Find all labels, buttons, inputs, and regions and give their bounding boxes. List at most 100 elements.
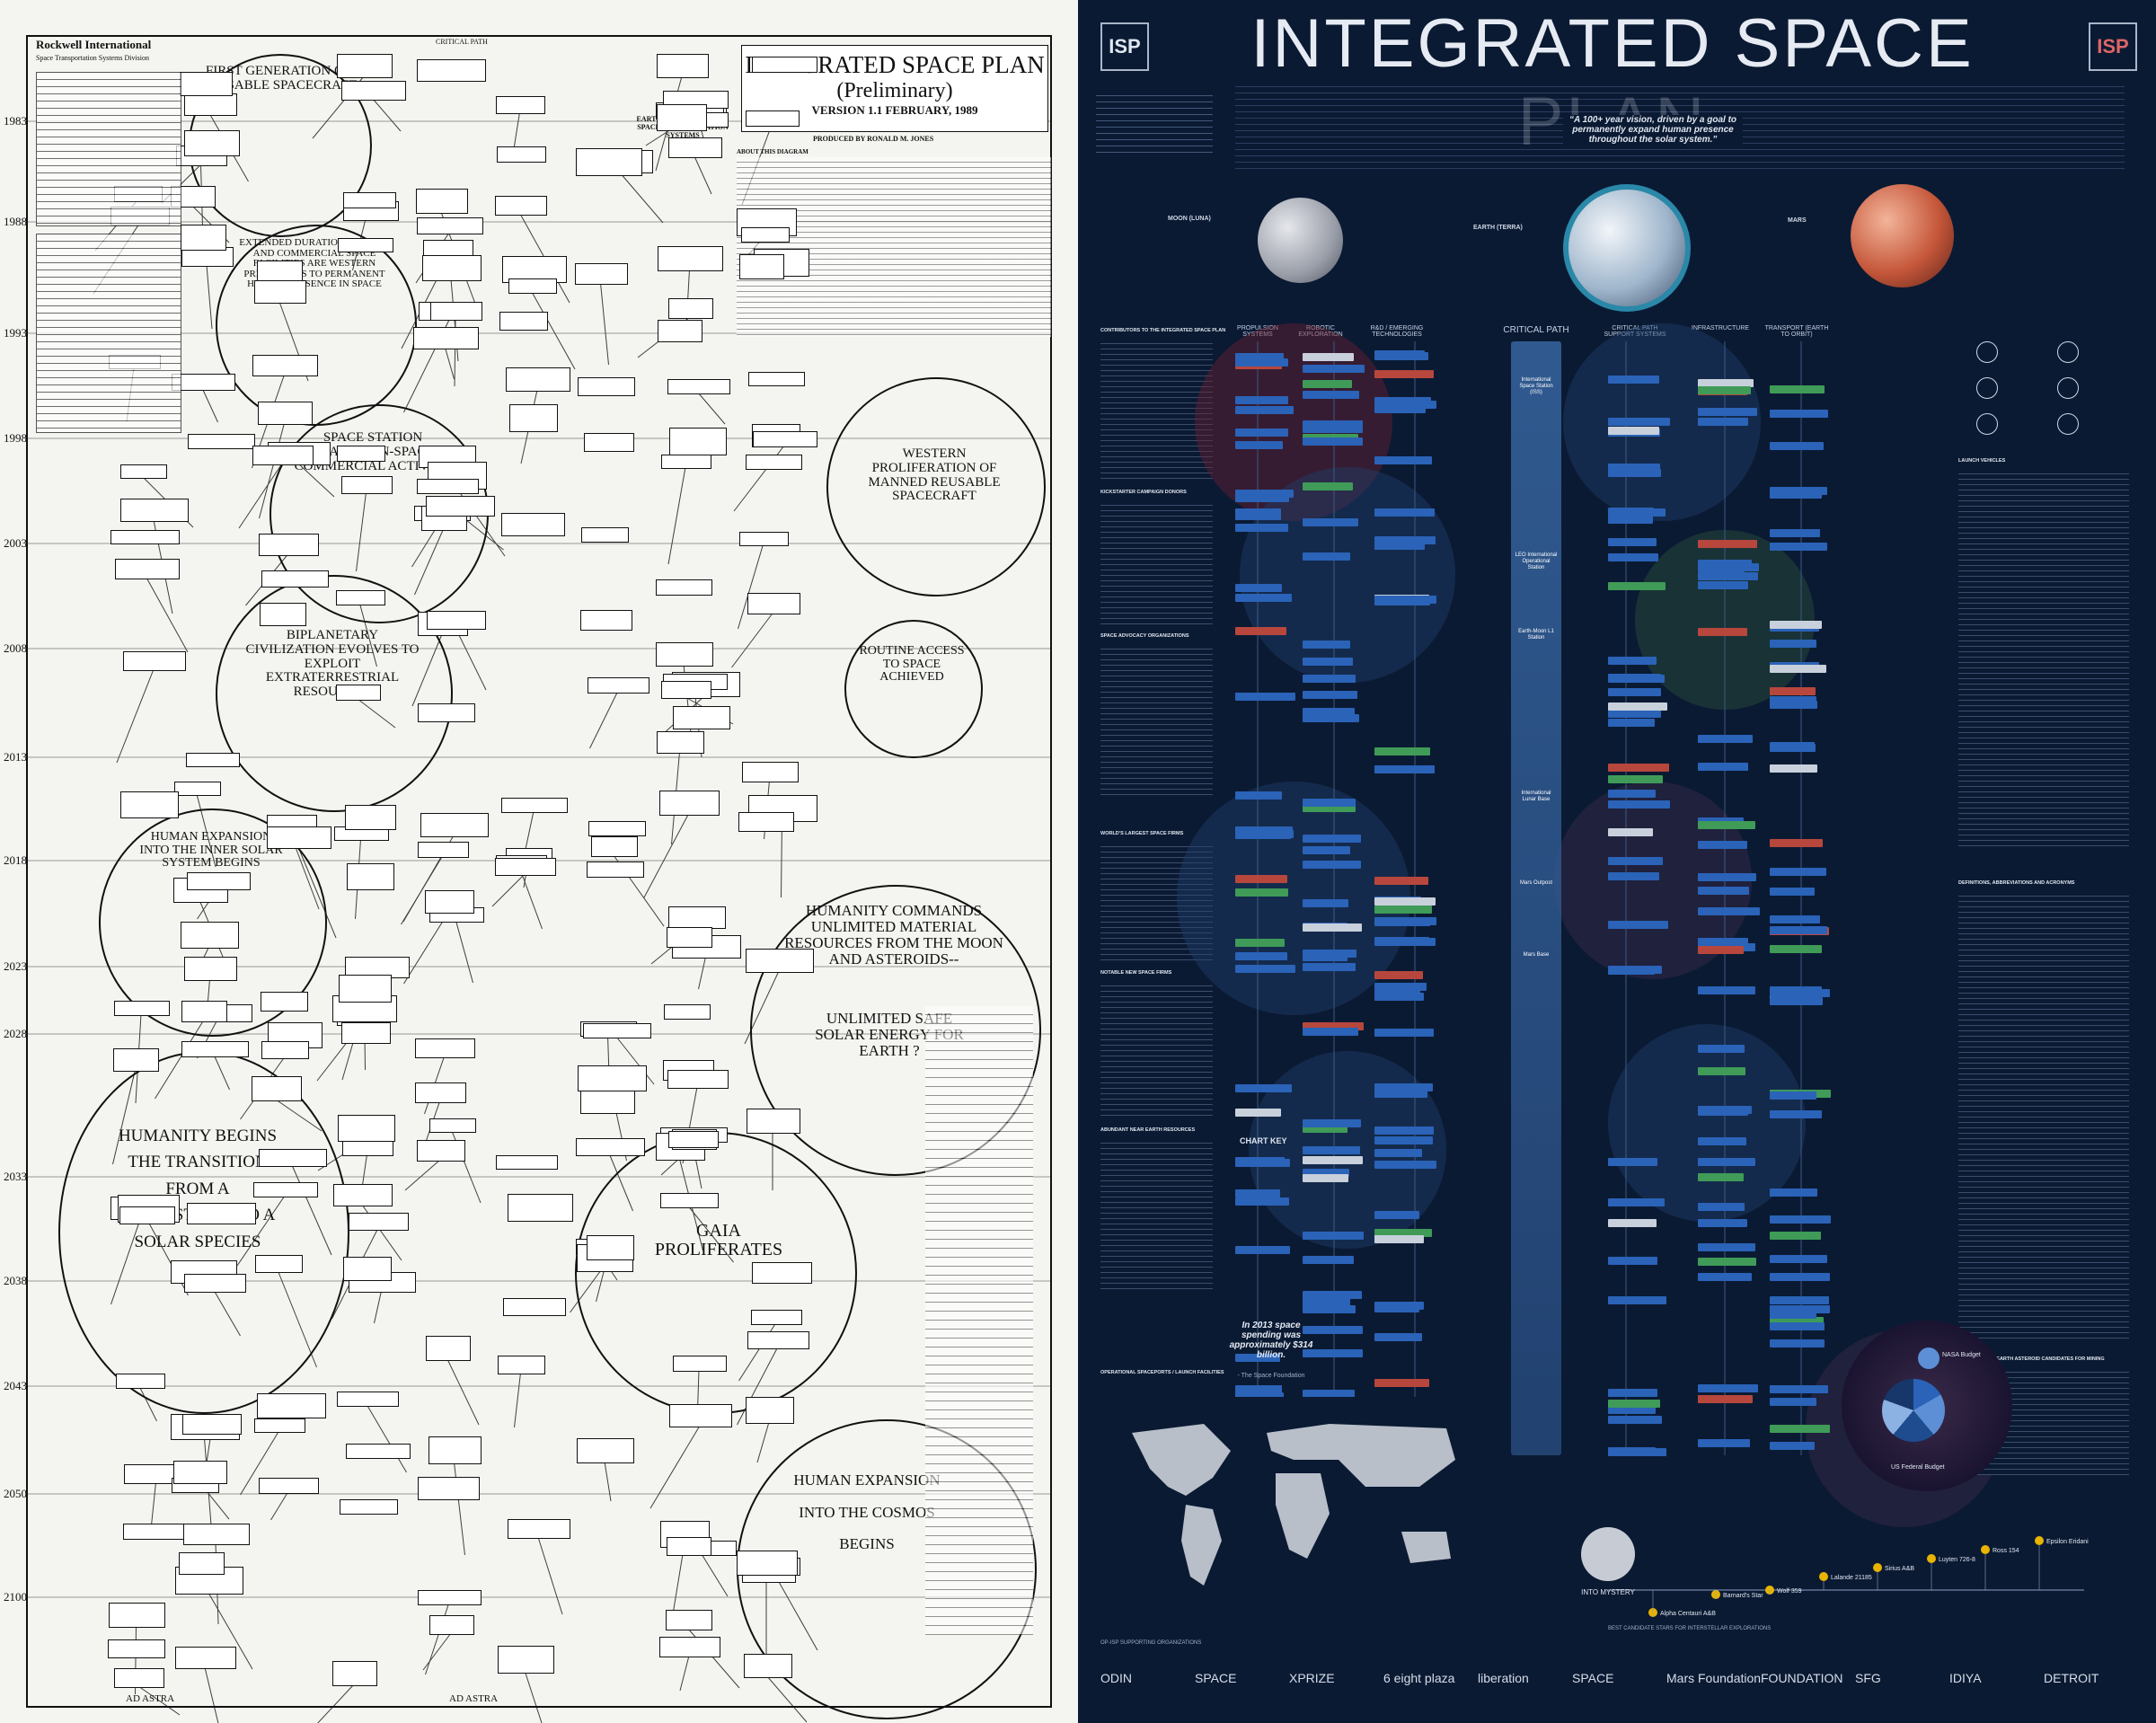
timeline-item bbox=[1235, 1109, 1281, 1117]
timeline-item bbox=[1303, 923, 1362, 932]
timeline-item bbox=[1770, 1273, 1830, 1281]
timeline-item bbox=[1303, 846, 1350, 854]
timeline-item bbox=[1608, 508, 1666, 517]
diagram-node bbox=[337, 446, 385, 462]
diagram-node bbox=[576, 1138, 645, 1156]
milestone-material-resources: HUMANITY COMMANDS UNLIMITED MATERIAL RES… bbox=[784, 902, 1003, 968]
diagram-node bbox=[188, 434, 255, 449]
diagram-node bbox=[503, 1298, 566, 1316]
year-marker: 2050 bbox=[4, 1487, 27, 1500]
diagram-node bbox=[417, 217, 483, 234]
timeline-item bbox=[1303, 1028, 1358, 1036]
timeline-item bbox=[1235, 952, 1287, 960]
timeline-item bbox=[1374, 1333, 1422, 1341]
timeline-item bbox=[1303, 1256, 1354, 1264]
diagram-node bbox=[429, 1118, 476, 1133]
diagram-node bbox=[661, 455, 711, 469]
milestone-western-proliferation: WESTERN PROLIFERATION OF MANNED REUSABLE… bbox=[868, 446, 1001, 504]
diagram-node bbox=[255, 1255, 303, 1273]
sponsor-logo: DETROIT bbox=[2044, 1671, 2099, 1685]
diagram-node bbox=[508, 1194, 573, 1222]
diagram-node bbox=[587, 1235, 634, 1260]
diagram-node bbox=[184, 130, 240, 156]
diagram-node bbox=[668, 906, 726, 929]
timeline-item bbox=[1698, 873, 1756, 881]
timeline-item bbox=[1235, 1385, 1282, 1393]
info-section-list bbox=[1100, 981, 1213, 1120]
timeline-item bbox=[1303, 1298, 1350, 1306]
diagram-node bbox=[341, 476, 393, 494]
timeline-item bbox=[1770, 701, 1817, 709]
milestone-first-generation: FIRST GENERATION OF REUSABLE SPACECRAFT bbox=[199, 64, 358, 93]
moon-label: MOON (LUNA) bbox=[1168, 216, 1211, 222]
info-section-list bbox=[1100, 500, 1213, 626]
timeline-item bbox=[1374, 983, 1427, 991]
timeline-item bbox=[1608, 719, 1655, 727]
critical-path-item: LEO International Operational Station bbox=[1515, 552, 1558, 570]
about-text-block bbox=[737, 157, 1051, 337]
star-label: Barnard's Star bbox=[1723, 1593, 1763, 1599]
nasa-budget-pie bbox=[1918, 1347, 1940, 1369]
diagram-node bbox=[257, 1393, 326, 1418]
timeline-item bbox=[1235, 693, 1295, 701]
diagram-node bbox=[339, 975, 392, 1003]
diagram-node bbox=[181, 225, 226, 251]
spending-source: - The Space Foundation bbox=[1237, 1373, 1305, 1379]
diagram-node bbox=[181, 1041, 249, 1057]
timeline-item bbox=[1235, 494, 1289, 502]
diagram-node bbox=[667, 1537, 711, 1556]
diagram-node bbox=[258, 402, 313, 425]
timeline-item bbox=[1698, 386, 1751, 394]
diagram-node bbox=[343, 192, 396, 208]
critical-path-item: Earth-Moon L1 Station bbox=[1518, 629, 1554, 641]
milestone-circle-western-proliferation bbox=[826, 377, 1046, 596]
timeline-item bbox=[1374, 1161, 1436, 1169]
timeline-item bbox=[1608, 1257, 1657, 1265]
critical-path-item: International Lunar Base bbox=[1521, 791, 1551, 802]
vision-quote: “A 100+ year vision, driven by a goal to… bbox=[1563, 115, 1743, 145]
diagram-node bbox=[114, 1001, 170, 1016]
nasa-budget-label: NASA Budget bbox=[1942, 1352, 1981, 1358]
diagram-node bbox=[742, 762, 799, 782]
diagram-node bbox=[349, 1213, 409, 1231]
diagram-node bbox=[657, 731, 704, 754]
timeline-item bbox=[1303, 799, 1356, 807]
diagram-node bbox=[747, 593, 800, 614]
diagram-node bbox=[336, 590, 385, 605]
timeline-item bbox=[1698, 1137, 1746, 1145]
timeline-item bbox=[1770, 543, 1827, 551]
timeline-item bbox=[1303, 1022, 1364, 1030]
timeline-item bbox=[1698, 841, 1747, 849]
world-map bbox=[1096, 1397, 1491, 1613]
timeline-item bbox=[1303, 691, 1357, 699]
diagram-node bbox=[184, 957, 237, 981]
timeline-item bbox=[1235, 508, 1281, 517]
star-label: Luyten 726-8 bbox=[1939, 1557, 1975, 1563]
timeline-item bbox=[1698, 986, 1755, 994]
timeline-item bbox=[1770, 742, 1815, 750]
timeline-item bbox=[1770, 1322, 1825, 1330]
timeline-item bbox=[1608, 921, 1668, 929]
diagram-node bbox=[415, 1038, 475, 1058]
diagram-node bbox=[418, 1477, 480, 1500]
diagram-node bbox=[748, 372, 805, 386]
timeline-item bbox=[1235, 791, 1282, 800]
timeline-item bbox=[1374, 508, 1435, 517]
diagram-node bbox=[257, 261, 303, 281]
timeline-item bbox=[1698, 907, 1760, 915]
sponsor-logo: Mars Foundation bbox=[1666, 1671, 1762, 1685]
diagram-node bbox=[417, 59, 486, 82]
timeline-item bbox=[1608, 675, 1665, 683]
diagram-node bbox=[173, 1461, 227, 1484]
timeline-item bbox=[1770, 1317, 1824, 1325]
timeline-item bbox=[1235, 441, 1283, 449]
isp-logo-right: ISP bbox=[2089, 22, 2137, 71]
timeline-item bbox=[1374, 765, 1435, 773]
timeline-item bbox=[1374, 542, 1425, 550]
timeline-item bbox=[1770, 1232, 1821, 1240]
federal-budget-label: US Federal Budget bbox=[1891, 1464, 1945, 1471]
timeline-item bbox=[1608, 1389, 1657, 1397]
diagram-node bbox=[580, 1089, 635, 1114]
diagram-node bbox=[499, 312, 548, 331]
timeline-item bbox=[1303, 1146, 1360, 1154]
